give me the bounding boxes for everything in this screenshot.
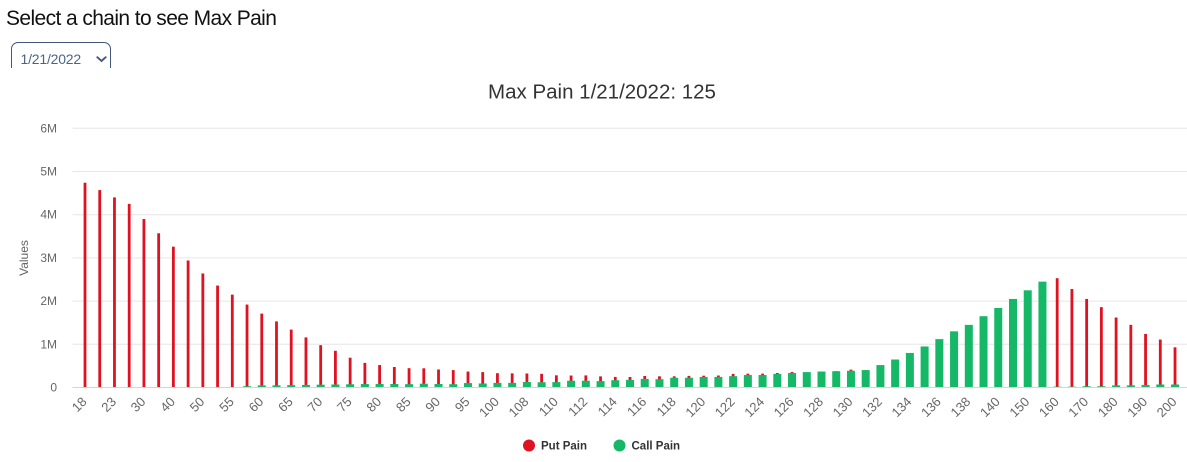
svg-text:200: 200 xyxy=(1154,394,1180,420)
svg-text:134: 134 xyxy=(889,394,915,420)
svg-text:40: 40 xyxy=(157,394,178,415)
svg-text:160: 160 xyxy=(1036,394,1062,420)
svg-text:116: 116 xyxy=(624,394,649,419)
svg-text:2M: 2M xyxy=(40,294,57,308)
svg-text:5M: 5M xyxy=(40,165,57,179)
svg-text:120: 120 xyxy=(682,394,708,420)
svg-text:190: 190 xyxy=(1124,394,1150,420)
svg-text:100: 100 xyxy=(476,394,502,420)
svg-text:70: 70 xyxy=(304,394,325,415)
svg-text:Values: Values xyxy=(17,240,31,276)
svg-text:0: 0 xyxy=(50,381,57,395)
svg-text:124: 124 xyxy=(741,394,767,420)
svg-text:150: 150 xyxy=(1006,394,1032,420)
svg-text:75: 75 xyxy=(334,394,355,415)
svg-text:180: 180 xyxy=(1095,394,1121,420)
svg-text:132: 132 xyxy=(859,394,885,420)
svg-text:30: 30 xyxy=(128,394,149,415)
svg-text:1M: 1M xyxy=(40,337,57,351)
svg-text:Max Pain 1/21/2022: 125: Max Pain 1/21/2022: 125 xyxy=(488,81,716,104)
svg-text:122: 122 xyxy=(712,394,738,420)
svg-text:136: 136 xyxy=(918,394,944,420)
svg-text:130: 130 xyxy=(830,394,856,420)
svg-text:138: 138 xyxy=(947,394,973,420)
svg-text:Put Pain: Put Pain xyxy=(541,441,587,453)
svg-text:Call Pain: Call Pain xyxy=(632,441,681,453)
svg-text:128: 128 xyxy=(800,394,826,420)
svg-text:3M: 3M xyxy=(40,251,57,265)
svg-text:95: 95 xyxy=(452,394,473,415)
svg-text:85: 85 xyxy=(393,394,414,415)
svg-text:118: 118 xyxy=(654,394,679,419)
svg-text:108: 108 xyxy=(506,394,532,420)
svg-text:50: 50 xyxy=(187,394,208,415)
svg-text:18: 18 xyxy=(69,394,90,415)
svg-text:4M: 4M xyxy=(40,208,57,222)
svg-text:90: 90 xyxy=(422,394,443,415)
svg-text:65: 65 xyxy=(275,394,296,415)
svg-text:170: 170 xyxy=(1065,394,1091,420)
svg-text:80: 80 xyxy=(363,394,384,415)
svg-text:140: 140 xyxy=(977,394,1003,420)
svg-text:55: 55 xyxy=(216,394,237,415)
svg-text:112: 112 xyxy=(565,394,590,419)
svg-text:110: 110 xyxy=(536,394,561,419)
svg-text:60: 60 xyxy=(246,394,267,415)
svg-text:126: 126 xyxy=(771,394,797,420)
svg-text:114: 114 xyxy=(595,394,620,419)
svg-text:23: 23 xyxy=(98,394,119,415)
svg-text:6M: 6M xyxy=(40,121,57,135)
